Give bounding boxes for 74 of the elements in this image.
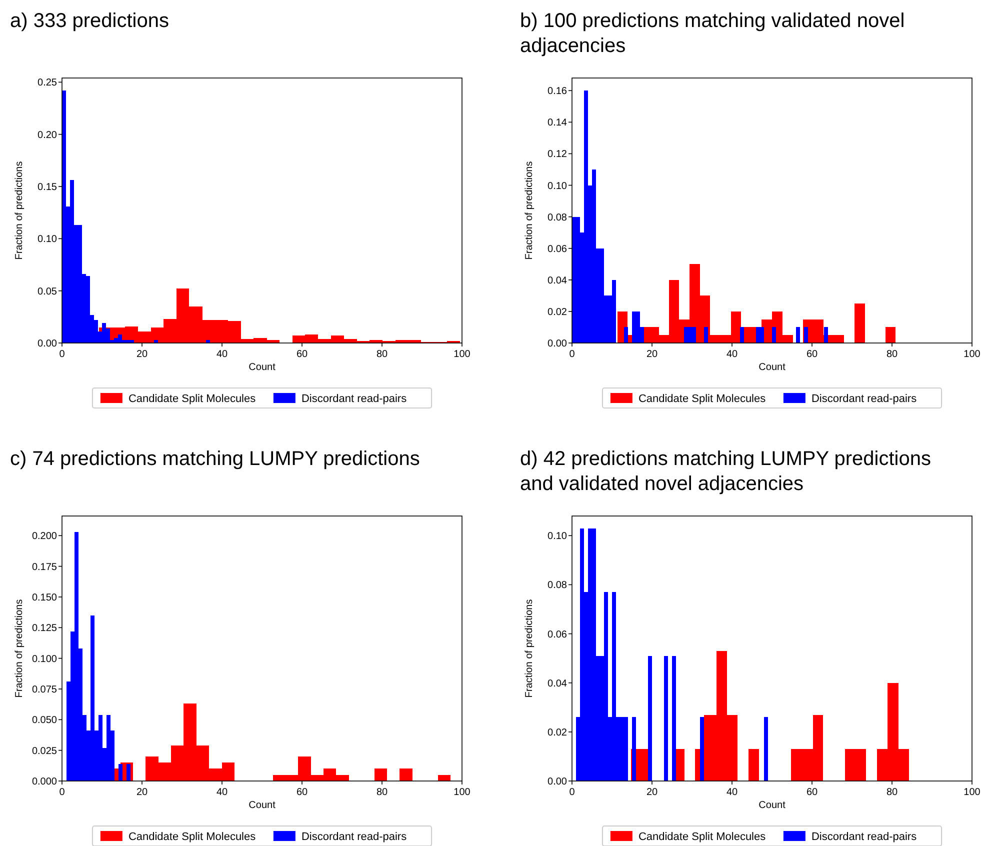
x-tick-label: 80 — [886, 787, 898, 798]
chart-title: c) 74 predictions matching LUMPY predictions — [10, 448, 420, 470]
y-tick-label: 0.175 — [32, 562, 58, 573]
y-axis-title: Fraction of predictions — [14, 161, 25, 260]
legend-label: Candidate Split Molecules — [128, 831, 256, 843]
x-tick-label: 80 — [376, 349, 388, 360]
y-tick-label: 0.16 — [548, 86, 568, 98]
x-tick-label: 40 — [726, 349, 738, 360]
y-tick-label: 0.04 — [548, 275, 568, 286]
legend-label: Candidate Split Molecules — [638, 831, 766, 843]
y-tick-label: 0.05 — [38, 286, 58, 298]
legend-label: Discordant read-pairs — [301, 831, 408, 843]
y-tick-label: 0.10 — [548, 180, 568, 192]
x-axis-title: Count — [248, 800, 276, 811]
y-tick-label: 0.00 — [548, 338, 568, 350]
x-tick-label: 0 — [569, 349, 576, 360]
x-tick-label: 40 — [726, 787, 738, 798]
legend-label: Discordant read-pairs — [811, 831, 918, 843]
y-tick-label: 0.06 — [548, 244, 568, 255]
x-tick-label: 60 — [296, 349, 308, 360]
legend-label: Candidate Split Molecules — [128, 393, 256, 405]
x-tick-label: 80 — [886, 349, 898, 360]
x-tick-label: 100 — [454, 787, 471, 798]
x-tick-label: 20 — [136, 349, 148, 360]
y-tick-label: 0.10 — [38, 234, 58, 246]
y-tick-label: 0.150 — [32, 592, 58, 604]
x-tick-label: 100 — [454, 349, 471, 360]
x-tick-label: 40 — [216, 787, 228, 798]
x-tick-label: 60 — [806, 349, 818, 360]
y-tick-label: 0.000 — [32, 776, 58, 788]
chart-title: d) 42 predictions matching LUMPY predictions and validated novel adjacencies — [520, 448, 931, 495]
y-tick-label: 0.08 — [548, 212, 568, 224]
y-tick-label: 0.02 — [548, 306, 568, 318]
y-tick-label: 0.14 — [548, 118, 568, 129]
y-tick-label: 0.10 — [548, 531, 568, 542]
x-tick-label: 40 — [216, 349, 228, 360]
y-tick-label: 0.15 — [38, 182, 58, 194]
x-axis-title: Count — [758, 800, 786, 811]
legend-label: Discordant read-pairs — [811, 393, 918, 405]
y-tick-label: 0.050 — [32, 715, 58, 726]
y-tick-label: 0.12 — [548, 149, 568, 160]
y-axis-title: Fraction of predictions — [524, 599, 535, 698]
y-axis-title: Fraction of predictions — [524, 161, 535, 260]
x-tick-label: 60 — [806, 787, 818, 798]
x-tick-label: 20 — [646, 787, 658, 798]
x-tick-label: 60 — [296, 787, 308, 798]
y-tick-label: 0.20 — [38, 130, 58, 141]
y-tick-label: 0.075 — [32, 684, 58, 696]
x-tick-label: 20 — [646, 349, 658, 360]
y-tick-label: 0.125 — [32, 623, 58, 634]
y-tick-label: 0.02 — [548, 727, 568, 738]
y-tick-label: 0.00 — [548, 776, 568, 788]
y-tick-label: 0.25 — [38, 78, 58, 89]
y-tick-label: 0.200 — [32, 531, 58, 542]
y-tick-label: 0.04 — [548, 678, 568, 690]
legend-label: Candidate Split Molecules — [638, 393, 766, 405]
y-tick-label: 0.025 — [32, 746, 58, 757]
legend-label: Discordant read-pairs — [301, 393, 408, 405]
chart-title: a) 333 predictions — [10, 10, 169, 32]
x-axis-title: Count — [248, 362, 276, 373]
x-tick-label: 100 — [964, 787, 981, 798]
x-tick-label: 0 — [59, 349, 66, 360]
y-tick-label: 0.00 — [38, 338, 58, 350]
x-axis-title: Count — [758, 362, 786, 373]
x-tick-label: 0 — [59, 787, 66, 798]
y-tick-label: 0.100 — [32, 654, 58, 665]
x-tick-label: 80 — [376, 787, 388, 798]
x-tick-label: 100 — [964, 349, 981, 360]
chart-title: b) 100 predictions matching validated novel adjacencies — [520, 10, 905, 57]
y-axis-title: Fraction of predictions — [14, 599, 25, 698]
x-tick-label: 20 — [136, 787, 148, 798]
y-tick-label: 0.08 — [548, 580, 568, 592]
x-tick-label: 0 — [569, 787, 576, 798]
y-tick-label: 0.06 — [548, 629, 568, 640]
